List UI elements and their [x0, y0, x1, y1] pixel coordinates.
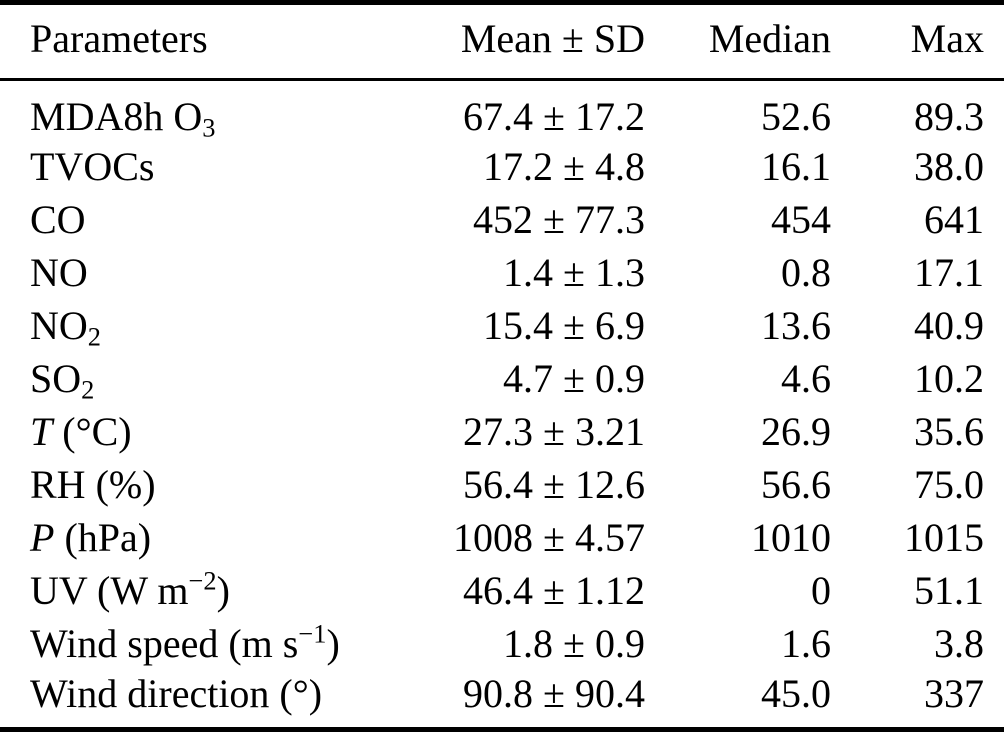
max-cell: 3.8 — [934, 620, 984, 666]
median-cell: 52.6 — [761, 93, 831, 139]
median-cell: 0.8 — [781, 249, 831, 295]
parameter-cell: NO2 — [30, 302, 101, 352]
parameter-cell: T (°C) — [30, 408, 132, 454]
max-cell: 40.9 — [914, 302, 984, 348]
median-cell: 45.0 — [761, 670, 831, 716]
summary-statistics-table: Parameters Mean ± SD Median Max MDA8h O3… — [0, 5, 1004, 727]
mean-sd-cell: 90.8 ± 90.4 — [463, 670, 645, 716]
mean-sd-cell: 56.4 ± 12.6 — [463, 461, 645, 507]
mean-sd-cell: 15.4 ± 6.9 — [483, 302, 645, 348]
parameter-cell: Wind direction (°) — [30, 670, 323, 716]
mean-sd-cell: 4.7 ± 0.9 — [503, 355, 645, 401]
table-row: CO 452 ± 77.3 454 641 — [0, 193, 1004, 246]
table-row: NO2 15.4 ± 6.9 13.6 40.9 — [0, 299, 1004, 352]
max-cell: 51.1 — [914, 567, 984, 613]
table-row: UV (W m−2) 46.4 ± 1.12 0 51.1 — [0, 564, 1004, 617]
parameter-cell: TVOCs — [30, 143, 155, 189]
table-row: NO 1.4 ± 1.3 0.8 17.1 — [0, 246, 1004, 299]
mean-sd-cell: 1.4 ± 1.3 — [503, 249, 645, 295]
max-cell: 89.3 — [914, 93, 984, 139]
mean-sd-cell: 46.4 ± 1.12 — [463, 567, 645, 613]
max-cell: 17.1 — [914, 249, 984, 295]
table-row: TVOCs 17.2 ± 4.8 16.1 38.0 — [0, 140, 1004, 193]
table-row: P (hPa) 1008 ± 4.57 1010 1015 — [0, 511, 1004, 564]
mean-sd-cell: 27.3 ± 3.21 — [463, 408, 645, 454]
median-cell: 454 — [771, 196, 831, 242]
median-cell: 16.1 — [761, 143, 831, 189]
table-row: SO2 4.7 ± 0.9 4.6 10.2 — [0, 352, 1004, 405]
col-header-parameters: Parameters — [0, 5, 420, 81]
parameter-cell: Wind speed (m s−1) — [30, 617, 340, 666]
mean-sd-cell: 452 ± 77.3 — [473, 196, 645, 242]
mean-sd-cell: 1.8 ± 0.9 — [503, 620, 645, 666]
median-cell: 4.6 — [781, 355, 831, 401]
mean-sd-cell: 1008 ± 4.57 — [453, 514, 645, 560]
table-row: MDA8h O3 67.4 ± 17.2 52.6 89.3 — [0, 79, 1004, 143]
median-cell: 56.6 — [761, 461, 831, 507]
max-cell: 10.2 — [914, 355, 984, 401]
mean-sd-cell: 67.4 ± 17.2 — [463, 93, 645, 139]
parameter-cell: UV (W m−2) — [30, 564, 230, 613]
table-row: Wind speed (m s−1) 1.8 ± 0.9 1.6 3.8 — [0, 617, 1004, 670]
median-cell: 0 — [811, 567, 831, 613]
col-header-max: Max — [831, 5, 1004, 81]
max-cell: 38.0 — [914, 143, 984, 189]
max-cell: 641 — [924, 196, 984, 242]
statistics-table-container: Parameters Mean ± SD Median Max MDA8h O3… — [0, 0, 1004, 732]
max-cell: 337 — [924, 670, 984, 716]
parameter-cell: CO — [30, 196, 86, 242]
table-row: RH (%) 56.4 ± 12.6 56.6 75.0 — [0, 458, 1004, 511]
median-cell: 26.9 — [761, 408, 831, 454]
parameter-cell: MDA8h O3 — [30, 93, 216, 143]
table-row: T (°C) 27.3 ± 3.21 26.9 35.6 — [0, 405, 1004, 458]
max-cell: 35.6 — [914, 408, 984, 454]
parameter-cell: RH (%) — [30, 461, 156, 507]
col-header-median: Median — [645, 5, 831, 81]
header-row: Parameters Mean ± SD Median Max — [0, 5, 1004, 81]
table-row: Wind direction (°) 90.8 ± 90.4 45.0 337 — [0, 670, 1004, 727]
mean-sd-cell: 17.2 ± 4.8 — [483, 143, 645, 189]
max-cell: 1015 — [904, 514, 984, 560]
max-cell: 75.0 — [914, 461, 984, 507]
col-header-mean-sd: Mean ± SD — [420, 5, 645, 81]
parameter-cell: P (hPa) — [30, 514, 152, 560]
parameter-cell: SO2 — [30, 355, 95, 405]
table-body: MDA8h O3 67.4 ± 17.2 52.6 89.3 TVOCs 17.2 ± 4… — [0, 79, 1004, 727]
median-cell: 13.6 — [761, 302, 831, 348]
median-cell: 1.6 — [781, 620, 831, 666]
parameter-cell: NO — [30, 249, 88, 295]
median-cell: 1010 — [751, 514, 831, 560]
